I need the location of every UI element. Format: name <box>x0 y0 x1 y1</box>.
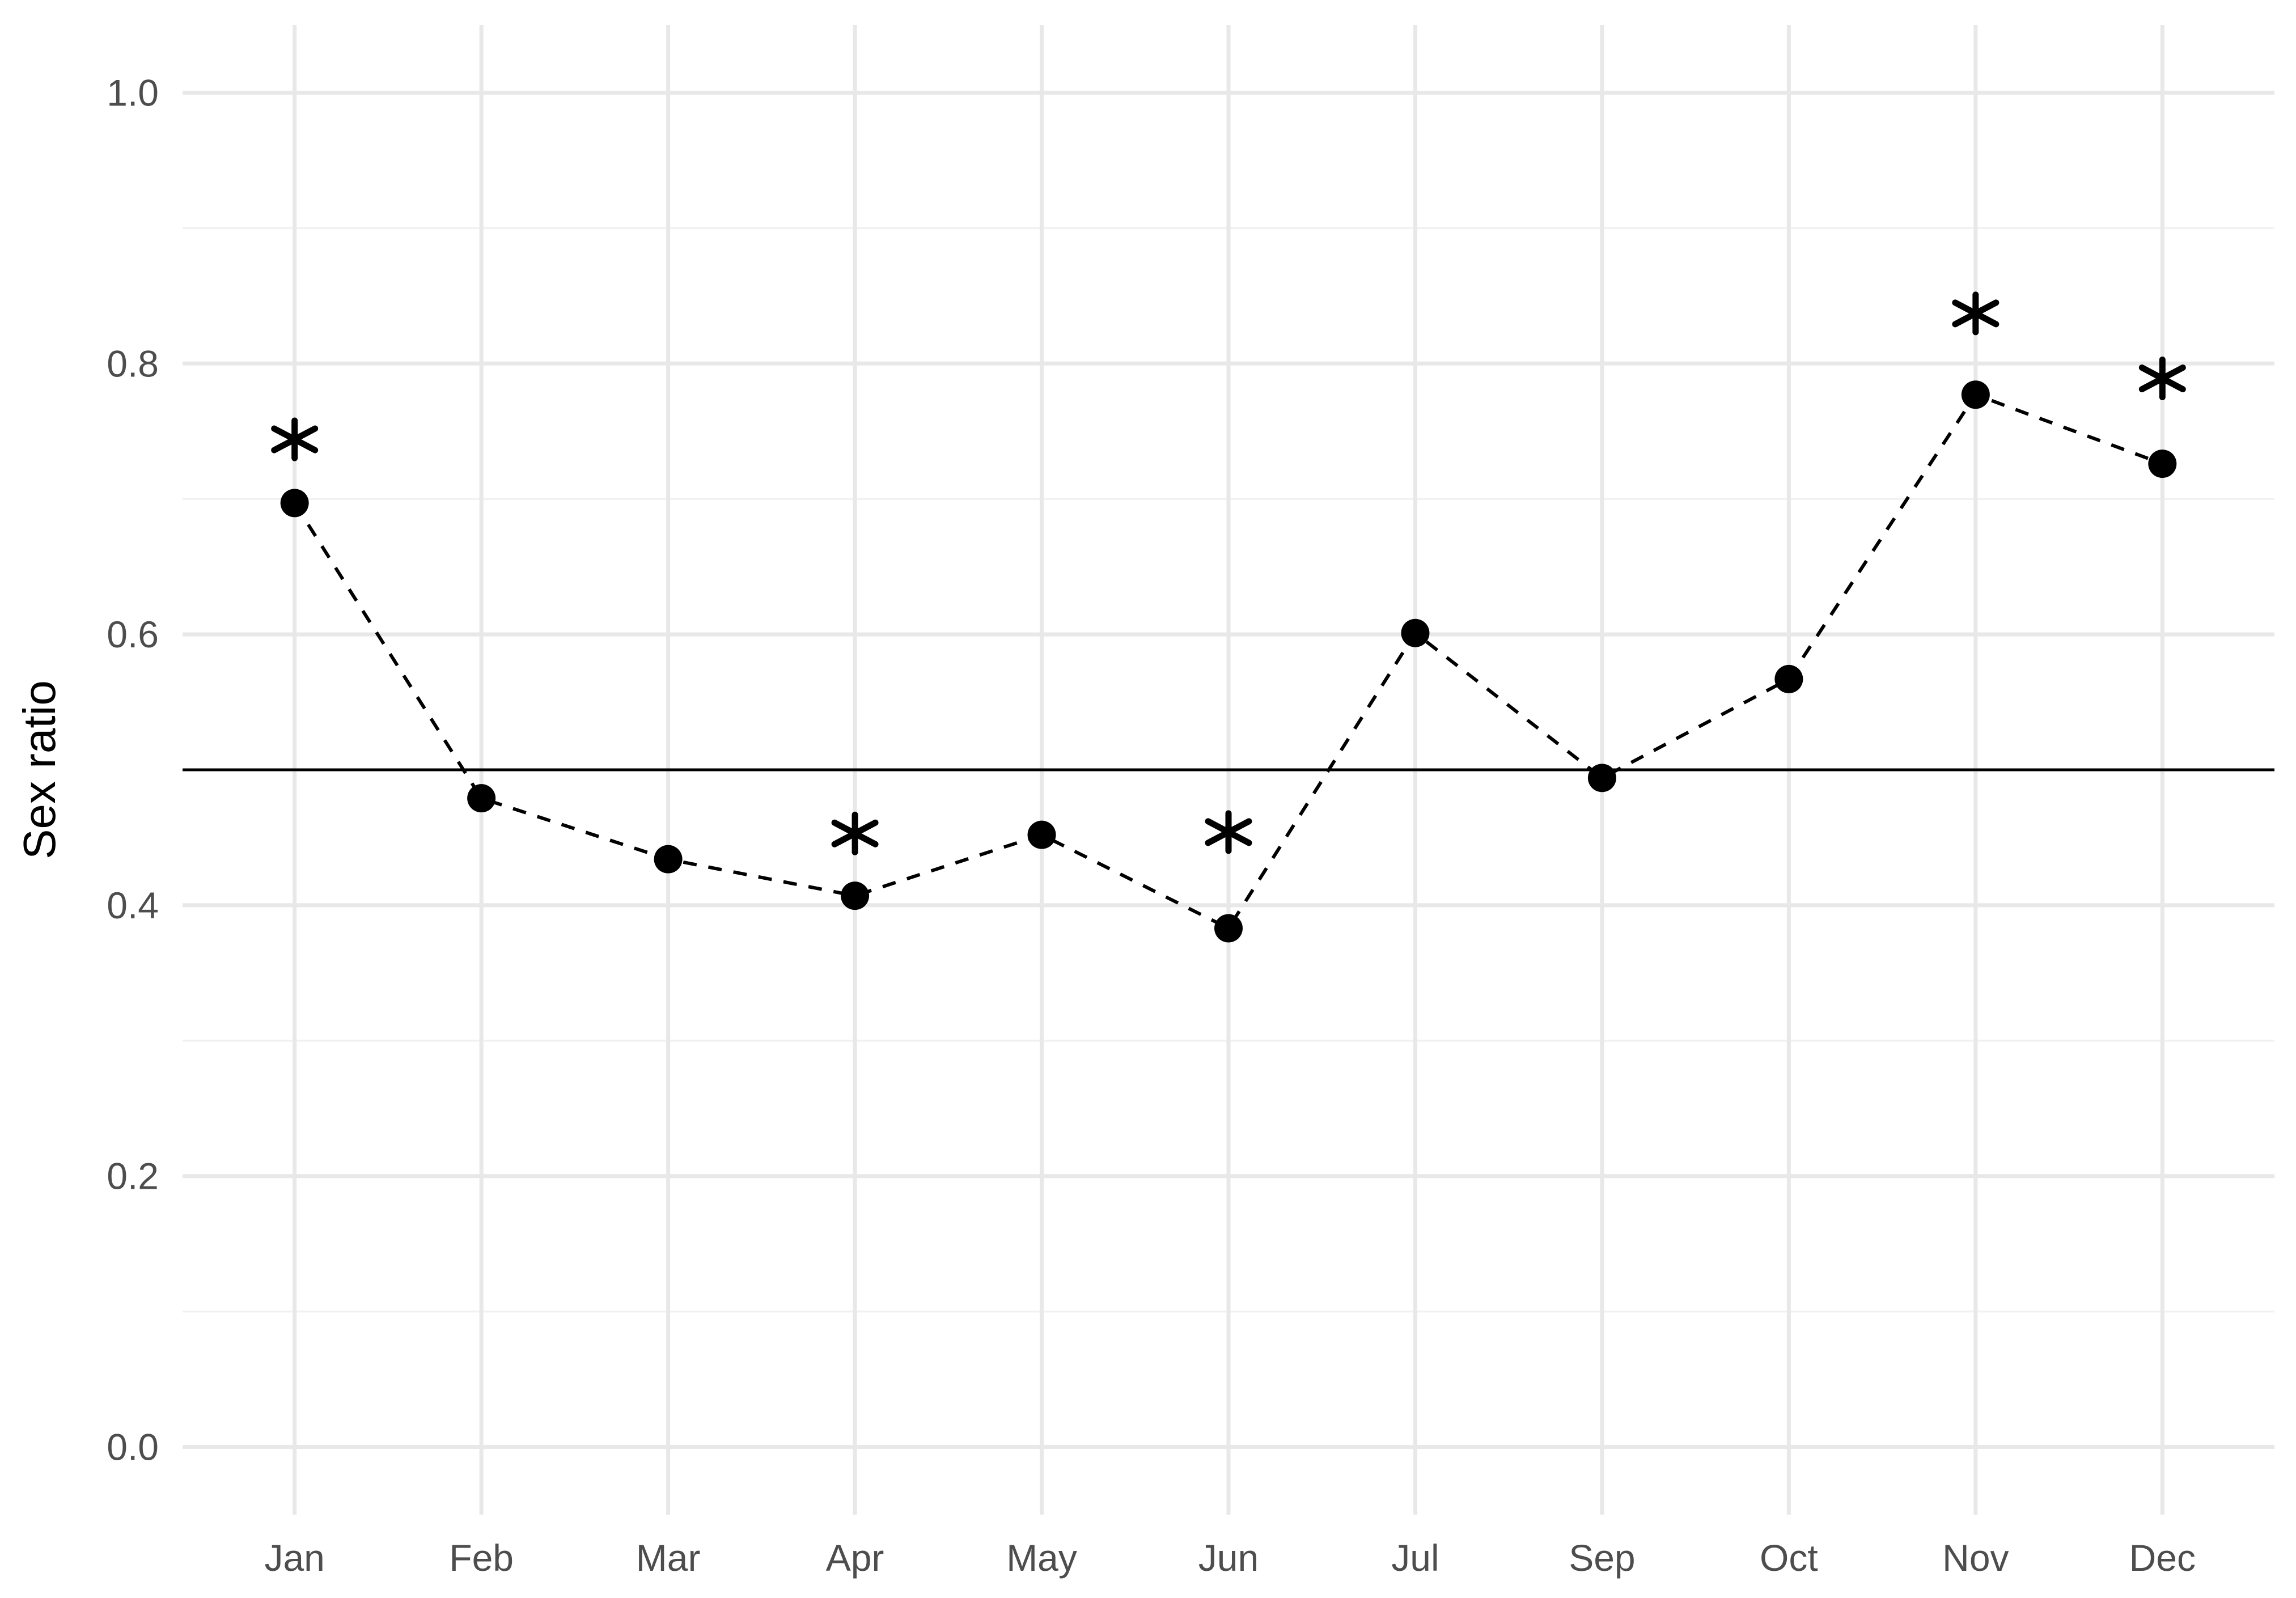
x-tick-label-oct: Oct <box>1760 1537 1818 1579</box>
x-tick-label-nov: Nov <box>1942 1537 2009 1579</box>
data-point-dec <box>2148 450 2177 478</box>
data-point-oct <box>1774 664 1803 693</box>
y-tick-label-0.2: 0.2 <box>107 1155 159 1197</box>
asterisk-arm <box>2138 364 2186 393</box>
data-point-sep <box>1587 764 1616 792</box>
x-tick-label-feb: Feb <box>449 1537 514 1579</box>
data-point-mar <box>654 845 683 874</box>
asterisk-arm <box>1952 299 2000 328</box>
y-tick-label-1.0: 1.0 <box>107 71 159 113</box>
significance-marker-nov <box>1952 291 2000 336</box>
y-tick-label-0.6: 0.6 <box>107 613 159 655</box>
data-point-may <box>1027 820 1056 849</box>
x-tick-label-jul: Jul <box>1391 1537 1439 1579</box>
asterisk-arm <box>271 425 319 453</box>
significance-marker-jan <box>271 417 319 461</box>
significance-marker-apr <box>831 811 879 855</box>
x-tick-label-dec: Dec <box>2129 1537 2196 1579</box>
data-point-jun <box>1214 914 1243 943</box>
x-tick-label-apr: Apr <box>826 1537 884 1579</box>
data-point-feb <box>467 784 496 813</box>
asterisk-arm <box>1205 818 1252 846</box>
x-tick-label-jun: Jun <box>1198 1537 1259 1579</box>
y-tick-label-0.0: 0.0 <box>107 1426 159 1468</box>
data-point-apr <box>841 881 870 910</box>
y-tick-label-0.8: 0.8 <box>107 342 159 384</box>
x-tick-label-mar: Mar <box>636 1537 701 1579</box>
x-tick-label-jan: Jan <box>264 1537 324 1579</box>
data-point-jan <box>280 489 309 518</box>
data-point-jul <box>1401 618 1430 647</box>
significance-marker-jun <box>1205 810 1252 854</box>
series-line <box>293 392 2163 931</box>
x-tick-label-may: May <box>1006 1537 1077 1579</box>
asterisk-arm <box>831 819 879 847</box>
y-tick-label-0.4: 0.4 <box>107 884 159 926</box>
x-tick-label-sep: Sep <box>1569 1537 1635 1579</box>
significance-marker-dec <box>2138 357 2186 401</box>
data-point-nov <box>1961 380 1990 409</box>
